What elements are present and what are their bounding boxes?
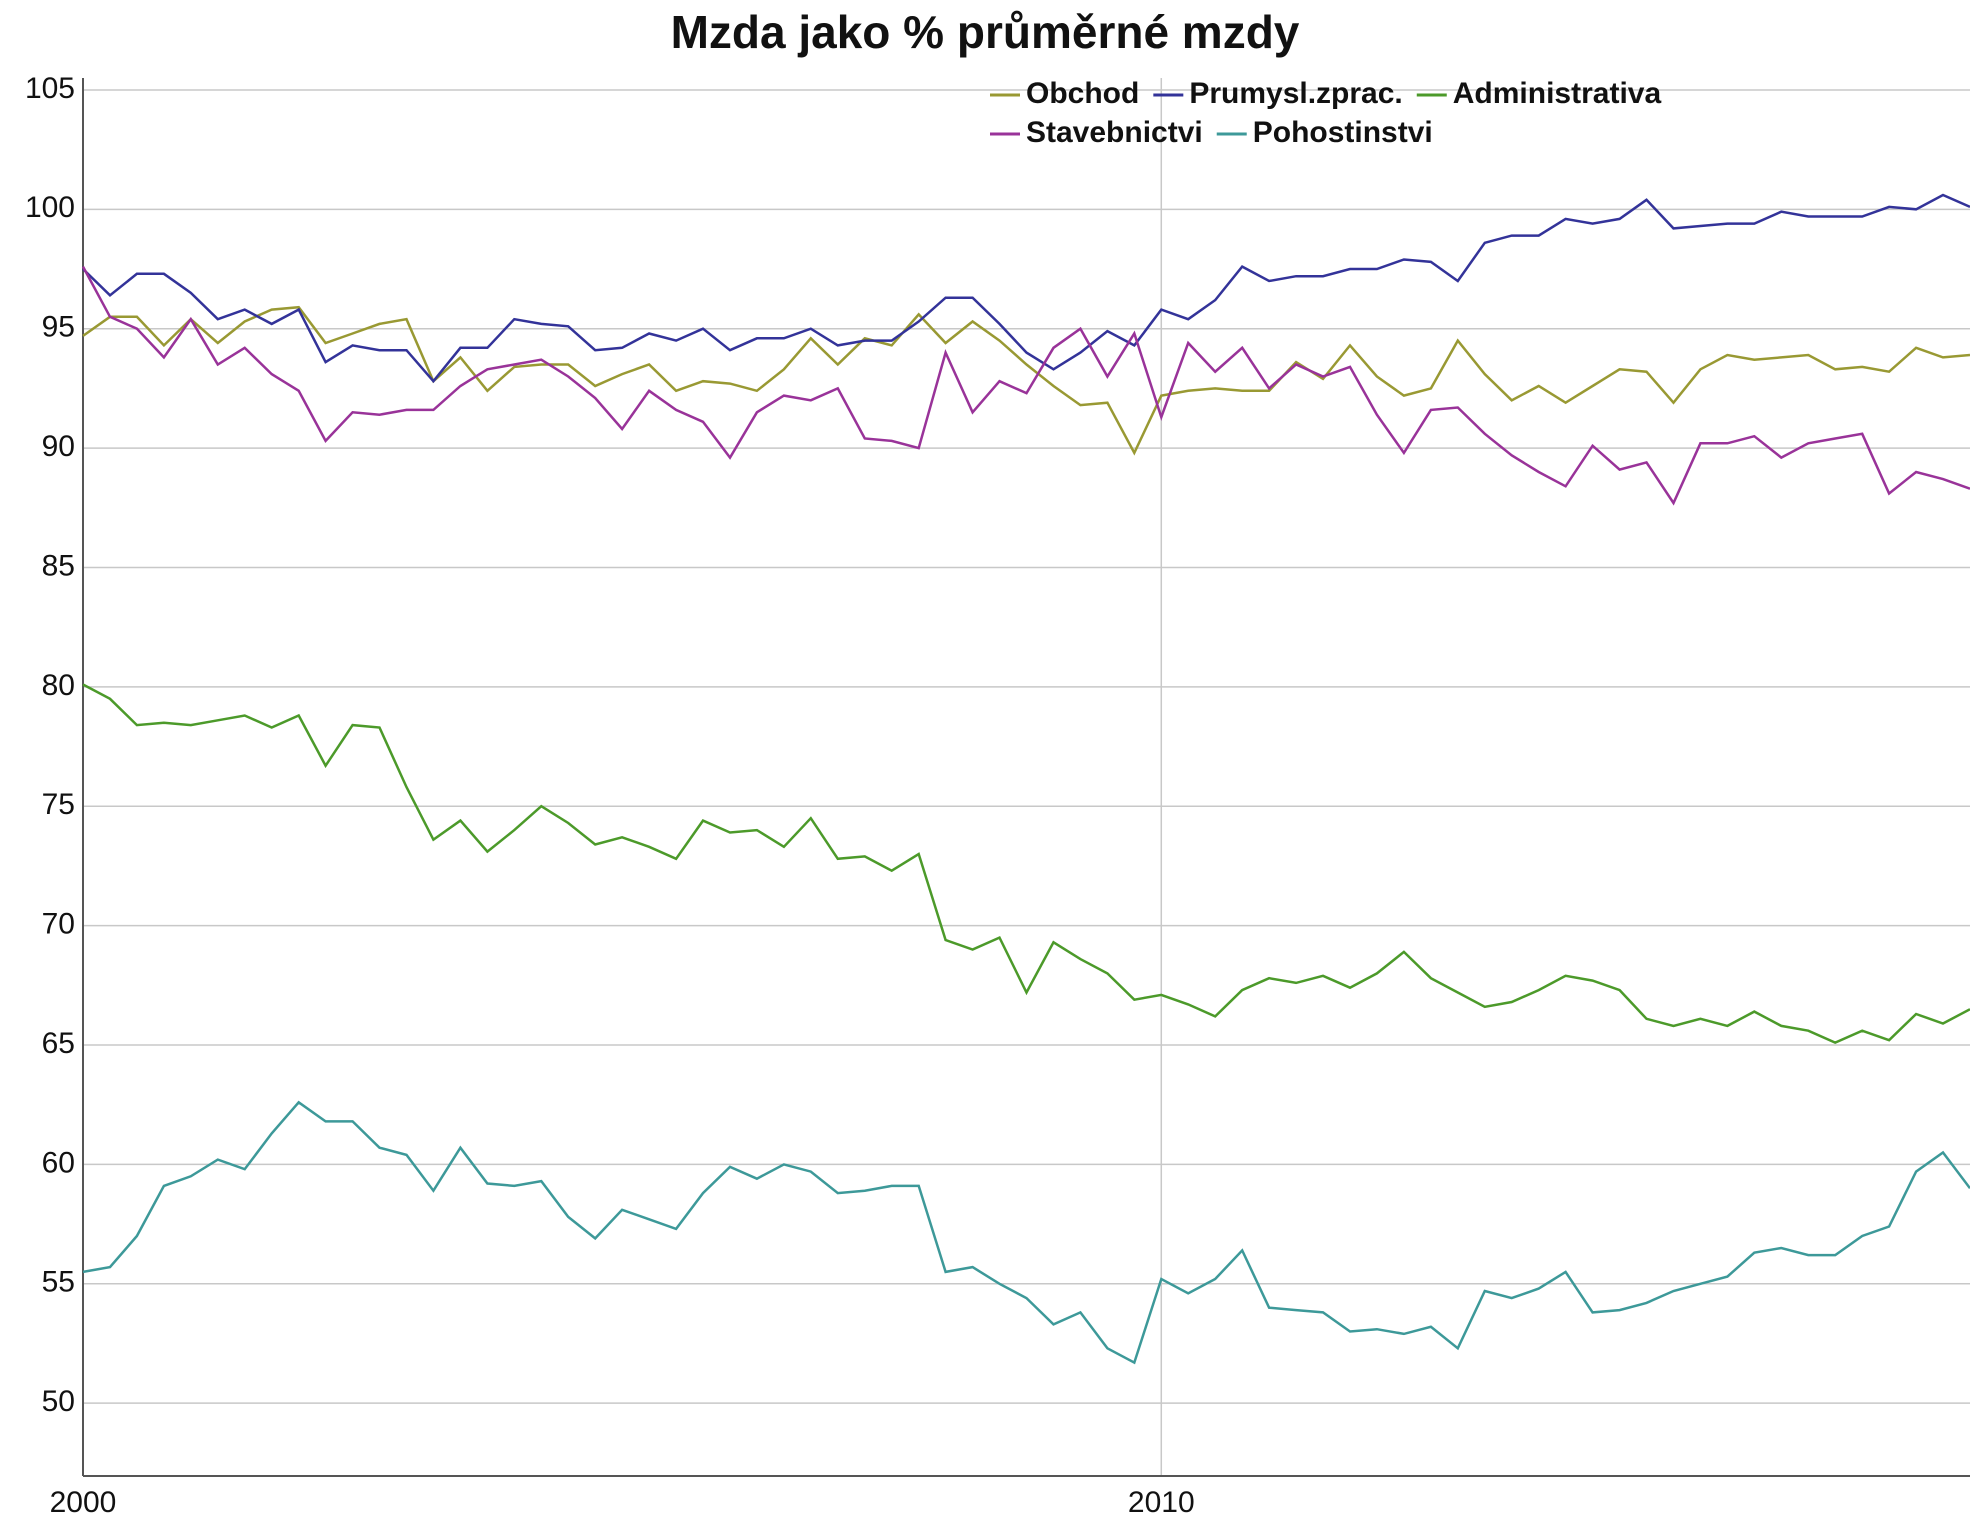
line-series — [81, 266, 1970, 506]
y-tick-label: 105 — [25, 72, 75, 105]
legend-label: Stavebnictvi — [1026, 116, 1203, 149]
x-tick-label: 2000 — [50, 1486, 117, 1519]
y-tick-label: 70 — [42, 908, 75, 941]
line-series — [82, 193, 1970, 384]
legend-label: Obchod — [1026, 77, 1139, 110]
y-tick-label: 100 — [25, 191, 75, 224]
legend-label: Administrativa — [1453, 77, 1662, 110]
y-tick-label: 75 — [42, 788, 75, 821]
x-tick-label: 2010 — [1128, 1486, 1195, 1519]
line-series — [82, 1100, 1970, 1365]
y-tick-label: 85 — [42, 549, 75, 582]
legend-label: Prumysl.zprac. — [1189, 77, 1402, 110]
y-tick-label: 50 — [42, 1385, 75, 1418]
y-tick-label: 90 — [42, 430, 75, 463]
y-tick-label: 80 — [42, 669, 75, 702]
chart-title: Mzda jako % průměrné mzdy — [671, 6, 1300, 58]
y-tick-label: 95 — [42, 311, 75, 344]
line-series — [82, 683, 1970, 1044]
line-series — [82, 305, 1970, 456]
y-tick-label: 65 — [42, 1027, 75, 1060]
y-tick-label: 60 — [42, 1146, 75, 1179]
legend-label: Pohostinstvi — [1253, 116, 1433, 149]
y-tick-label: 55 — [42, 1266, 75, 1299]
